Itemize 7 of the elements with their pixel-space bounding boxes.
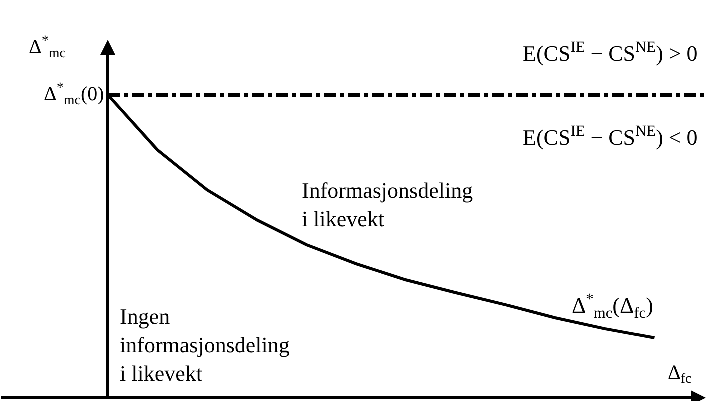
ref-line-label: Δ$^{*}$$_{mc}$(0) <box>44 81 104 109</box>
annotation: Ingen informasjonsdeling i likevekt <box>120 304 290 386</box>
annotation: Informasjonsdeling i likevekt <box>302 178 474 232</box>
x-axis-title: Δ$_{fc}$ <box>668 362 692 388</box>
text: E(CS$^{IE}$ − CS$^{NE}$) > 0 <box>523 39 698 66</box>
annotation: E(CS$^{IE}$ − CS$^{NE}$) < 0 <box>523 123 698 150</box>
series-label: Δ$^{*}$$_{mc}$(Δ$_{fc}$) <box>572 291 654 322</box>
